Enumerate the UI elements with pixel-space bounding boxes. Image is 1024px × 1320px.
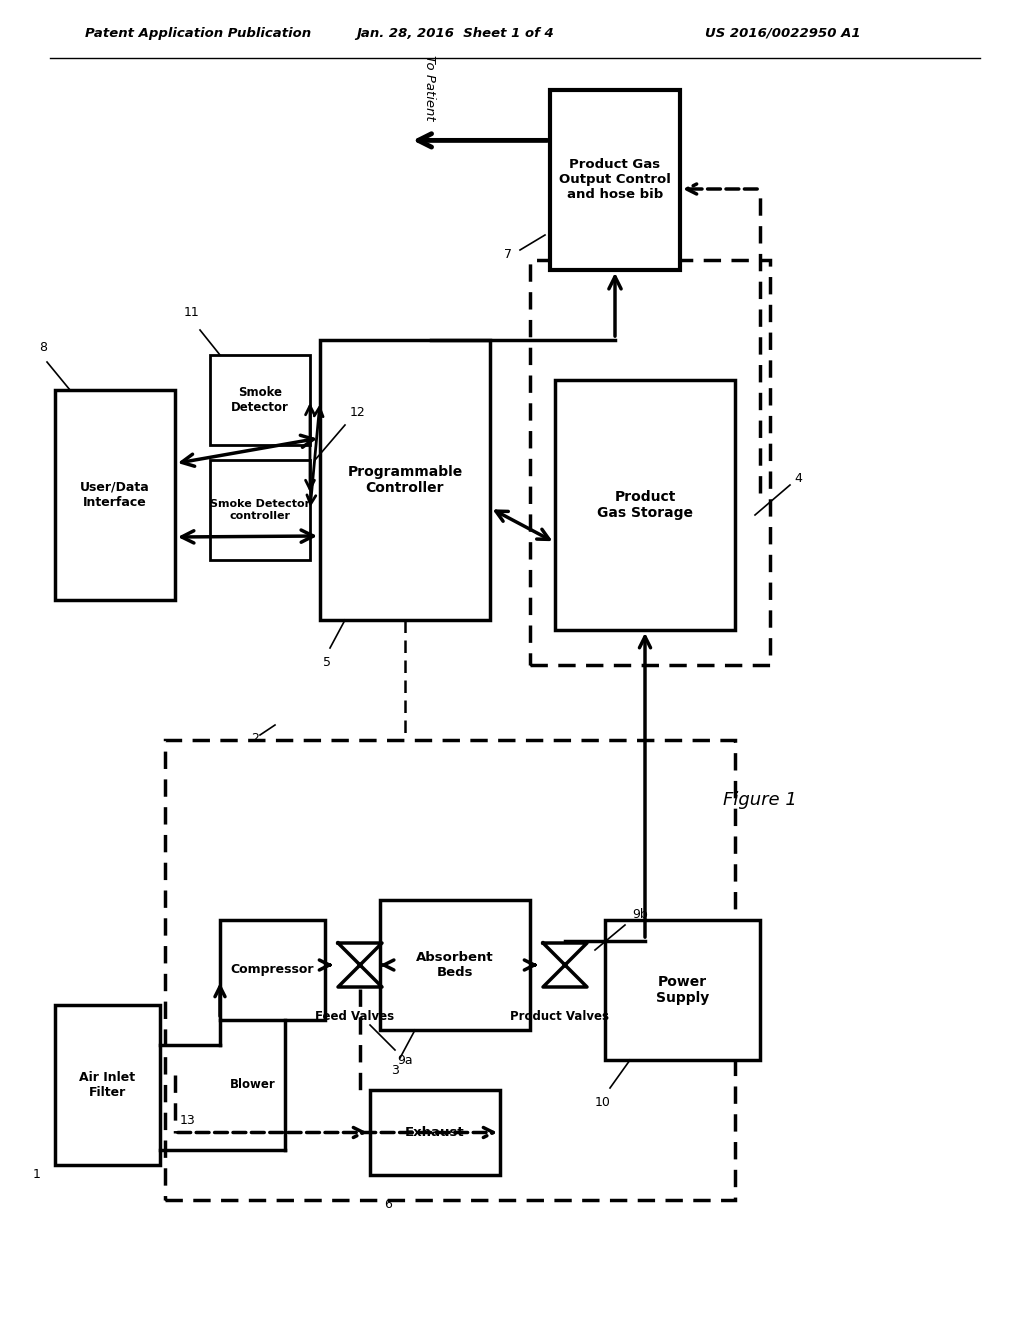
Text: 5: 5 xyxy=(323,656,331,668)
Text: Air Inlet
Filter: Air Inlet Filter xyxy=(80,1071,135,1100)
Text: 6: 6 xyxy=(384,1199,392,1212)
Text: Feed Valves: Feed Valves xyxy=(315,1010,394,1023)
Text: 10: 10 xyxy=(595,1096,611,1109)
Bar xyxy=(550,90,680,271)
Bar xyxy=(210,459,310,560)
Text: 7: 7 xyxy=(504,248,512,261)
Text: 2: 2 xyxy=(251,731,259,744)
Bar xyxy=(55,389,175,601)
Text: 13: 13 xyxy=(180,1114,196,1126)
Text: To Patient: To Patient xyxy=(424,54,436,120)
Bar xyxy=(380,900,530,1030)
Text: Jan. 28, 2016  Sheet 1 of 4: Jan. 28, 2016 Sheet 1 of 4 xyxy=(356,26,554,40)
Text: User/Data
Interface: User/Data Interface xyxy=(80,480,150,510)
Text: Smoke
Detector: Smoke Detector xyxy=(231,385,289,414)
Text: Power
Supply: Power Supply xyxy=(656,975,710,1005)
Bar xyxy=(319,341,490,620)
Bar xyxy=(530,260,770,665)
Text: 11: 11 xyxy=(184,306,200,319)
Text: US 2016/0022950 A1: US 2016/0022950 A1 xyxy=(705,26,860,40)
Text: Product Gas
Output Control
and hose bib: Product Gas Output Control and hose bib xyxy=(559,158,671,202)
Text: Patent Application Publication: Patent Application Publication xyxy=(85,26,311,40)
Text: Programmable
Controller: Programmable Controller xyxy=(347,465,463,495)
Bar xyxy=(555,380,735,630)
Bar xyxy=(165,741,735,1200)
Text: Product
Gas Storage: Product Gas Storage xyxy=(597,490,693,520)
Text: Smoke Detector
controller: Smoke Detector controller xyxy=(210,499,310,521)
Text: Blower: Blower xyxy=(230,1078,275,1092)
Text: 9b: 9b xyxy=(632,908,648,921)
Text: Absorbent
Beds: Absorbent Beds xyxy=(416,950,494,979)
Bar xyxy=(210,355,310,445)
Text: Exhaust: Exhaust xyxy=(406,1126,465,1139)
Text: 9a: 9a xyxy=(397,1053,413,1067)
Text: Figure 1: Figure 1 xyxy=(723,791,797,809)
Bar xyxy=(605,920,760,1060)
Bar xyxy=(55,1005,160,1166)
Bar xyxy=(370,1090,500,1175)
Text: 3: 3 xyxy=(391,1064,399,1077)
Text: 8: 8 xyxy=(39,342,47,355)
Text: 1: 1 xyxy=(33,1168,41,1181)
Bar xyxy=(220,920,325,1020)
Text: 12: 12 xyxy=(350,405,366,418)
Text: Compressor: Compressor xyxy=(230,964,314,977)
Text: 4: 4 xyxy=(794,471,802,484)
Text: Product Valves: Product Valves xyxy=(511,1010,609,1023)
